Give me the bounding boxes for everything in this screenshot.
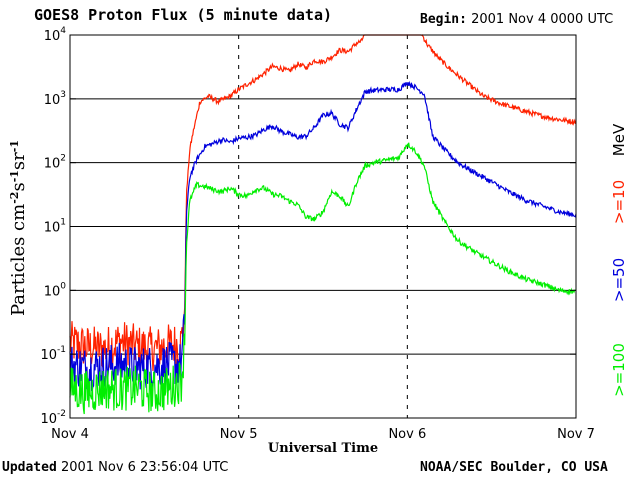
x-tick-label: Nov 4 xyxy=(51,427,89,442)
y-tick-label: 101 xyxy=(44,218,66,236)
x-tick-label: Nov 5 xyxy=(220,427,258,442)
y-tick-labels: 10-2 10-1 100 101 102 103 104 xyxy=(40,26,576,427)
legend-ge10: >=10 xyxy=(610,180,628,224)
credit-line: NOAA/SEC Boulder, CO USA xyxy=(420,460,608,475)
begin-time: Begin: 2001 Nov 4 0000 UTC xyxy=(420,12,613,27)
x-tick-label: Nov 6 xyxy=(388,427,426,442)
x-tick-labels: Nov 4 Nov 5 Nov 6 Nov 7 xyxy=(51,427,595,442)
day-markers xyxy=(238,35,408,418)
y-tick-label: 10-1 xyxy=(40,345,66,363)
y-tick-label: 103 xyxy=(44,90,66,108)
y-tick-label: 10-2 xyxy=(40,409,66,427)
chart-title: GOES8 Proton Flux (5 minute data) xyxy=(34,6,333,24)
y-axis-label-sr: sr xyxy=(8,152,29,170)
series-line xyxy=(69,80,577,392)
series-layer xyxy=(69,34,577,415)
y-axis-label-main: Particles cm xyxy=(8,204,29,316)
x-tick-label: Nov 7 xyxy=(557,427,595,442)
x-axis-label: Universal Time xyxy=(268,441,378,456)
updated-label: Updated xyxy=(2,460,57,475)
y-tick-label: 104 xyxy=(44,26,67,44)
begin-value: 2001 Nov 4 0000 UTC xyxy=(471,12,614,27)
updated-time: Updated 2001 Nov 6 23:56:04 UTC xyxy=(2,460,228,475)
y-axis-label-sup1: -2 xyxy=(8,192,21,204)
y-tick-label: 102 xyxy=(44,154,66,172)
y-axis-label-sup2: -1 xyxy=(8,170,21,182)
legend-ge100: >=100 xyxy=(610,343,628,397)
grid-lines xyxy=(70,98,576,355)
begin-label: Begin: xyxy=(420,12,467,27)
y-axis-label: Particles cm-2s-1sr-1 xyxy=(8,140,30,316)
y-axis-label-s: s xyxy=(8,182,29,191)
legend-unit: MeV xyxy=(610,123,628,156)
y-tick-label: 100 xyxy=(44,281,67,299)
legend: MeV >=10 >=50 >=100 xyxy=(610,123,628,397)
series-line xyxy=(69,34,577,372)
y-axis-label-sup3: -1 xyxy=(8,140,21,152)
series-line xyxy=(69,142,576,415)
updated-value: 2001 Nov 6 23:56:04 UTC xyxy=(60,460,229,475)
legend-ge50: >=50 xyxy=(610,258,628,302)
